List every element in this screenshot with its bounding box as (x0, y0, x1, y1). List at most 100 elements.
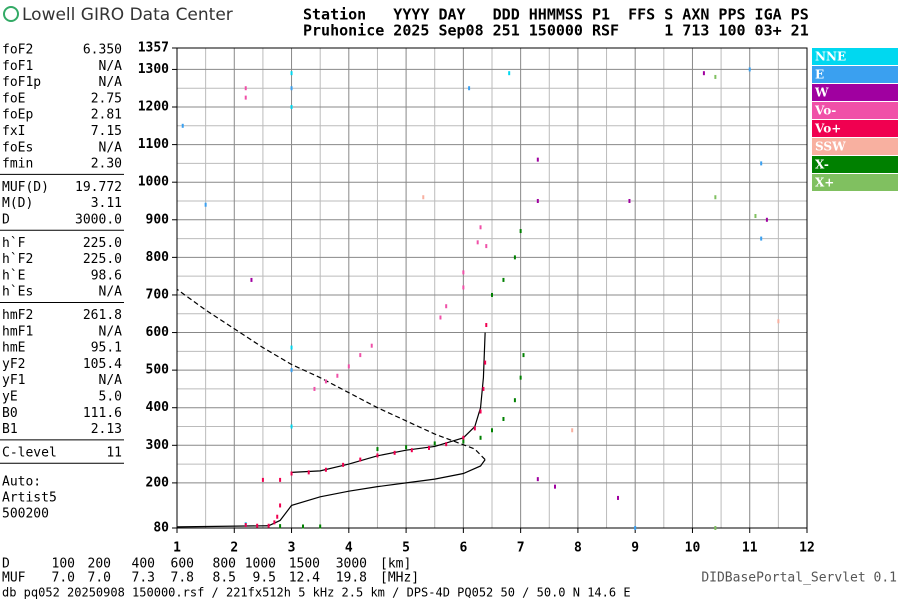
x-tick-label: 8 (574, 541, 582, 556)
file-info: db pq052 20250908 150000.rsf / 221fx512h… (2, 586, 631, 600)
table-value: 12.4 (289, 571, 320, 586)
servlet: DIDBasePortal_Servlet 0.1 (701, 571, 897, 586)
y-tick-label: 400 (146, 400, 170, 415)
echo-point (302, 524, 304, 529)
y-tick-label: 80 (153, 521, 169, 536)
echo-point (536, 477, 539, 482)
param-name: B1 (2, 422, 18, 437)
echo-point (276, 514, 279, 519)
echo-point (513, 255, 516, 260)
profile-line (176, 459, 486, 528)
echo-point (256, 523, 259, 528)
legend-swatch (812, 156, 898, 173)
echo-point (290, 424, 293, 429)
echo-point (536, 198, 539, 203)
table-value: 800 (213, 557, 236, 572)
echo-point (519, 375, 522, 380)
y-tick-label: 900 (146, 212, 170, 227)
param-value: N/A (99, 324, 123, 339)
echo-point (370, 343, 373, 348)
param-value: N/A (99, 140, 123, 155)
param-name: fxI (2, 124, 25, 139)
echo-point (617, 495, 619, 500)
param-name: hmE (2, 341, 25, 356)
echo-point (508, 71, 511, 76)
echo-point (765, 217, 768, 222)
table-value: 7.0 (88, 571, 111, 586)
echo-point (244, 86, 247, 91)
param-name: B0 (2, 406, 18, 421)
legend-swatch (812, 66, 898, 83)
echo-point (462, 270, 465, 275)
logo-icon (3, 6, 19, 22)
echo-point (522, 353, 525, 358)
param-name: foF1p (2, 75, 41, 90)
echo-point (519, 229, 522, 234)
plot-frame (176, 47, 808, 529)
table-value: 1500 (289, 557, 320, 572)
y-tick-label: 200 (146, 475, 170, 490)
param-value: 5.0 (99, 390, 122, 405)
param-name: MUF(D) (2, 180, 49, 195)
echo-point (634, 526, 637, 530)
x-tick-label: 6 (459, 541, 467, 556)
echo-point (342, 462, 345, 467)
param-value: N/A (99, 75, 123, 90)
echo-point (279, 503, 282, 508)
table-value: 9.5 (253, 571, 276, 586)
x-tick-label: 2 (230, 541, 238, 556)
y-tick-label: 500 (146, 363, 170, 378)
legend-label: X- (815, 158, 829, 172)
echo-point (324, 379, 327, 384)
param-value: 2.75 (91, 91, 122, 106)
table-value: 19.8 (336, 571, 367, 586)
x-tick-label: 1 (173, 541, 181, 556)
param-name: hmF1 (2, 324, 33, 339)
x-tick-label: 12 (799, 541, 815, 556)
table-value: 7.8 (171, 571, 194, 586)
profile-line (291, 332, 486, 473)
echo-point (513, 398, 516, 403)
echo-point (485, 244, 488, 249)
param-value: 225.0 (83, 236, 122, 251)
param-name: h`E (2, 268, 25, 283)
x-tick-label: 9 (631, 541, 639, 556)
echo-point (204, 202, 207, 207)
echo-point (484, 360, 487, 365)
legend-swatch (812, 84, 898, 101)
echo-point (702, 71, 705, 76)
echo-point (714, 74, 717, 79)
legend-label: X+ (815, 176, 834, 190)
echo-point (473, 426, 476, 431)
echo-point (760, 161, 763, 166)
table-value: 3000 (336, 557, 367, 572)
table-label: D (2, 557, 10, 572)
x-tick-label: 10 (685, 541, 701, 556)
echo-point (181, 123, 184, 128)
param-name: fmin (2, 157, 33, 172)
param-value: 7.15 (91, 124, 122, 139)
table-value: 7.0 (52, 571, 75, 586)
param-value: 225.0 (83, 252, 122, 267)
header-values: Pruhonice 2025 Sep08 251 150000 RSF 1 71… (303, 22, 809, 40)
y-tick-label: 700 (146, 287, 170, 302)
echo-point (290, 471, 293, 476)
auto-line: 500200 (2, 507, 49, 522)
echo-point (313, 386, 316, 391)
echo-point (439, 315, 442, 320)
echo-point (376, 453, 379, 458)
table-value: 7.3 (132, 571, 155, 586)
echo-point (502, 277, 505, 282)
y-tick-label: 1100 (138, 137, 169, 152)
param-name: h`Es (2, 285, 33, 300)
y-tick-label: 300 (146, 438, 170, 453)
legend-label: NNE (815, 50, 846, 64)
echo-point (359, 353, 362, 358)
echo-point (376, 447, 379, 452)
table-value: 600 (171, 557, 194, 572)
echo-point (760, 236, 763, 241)
x-tick-label: 5 (402, 541, 410, 556)
y-tick-label: 1357 (138, 41, 169, 56)
auto-line: Artist5 (2, 491, 57, 506)
param-value: 3.11 (91, 196, 122, 211)
